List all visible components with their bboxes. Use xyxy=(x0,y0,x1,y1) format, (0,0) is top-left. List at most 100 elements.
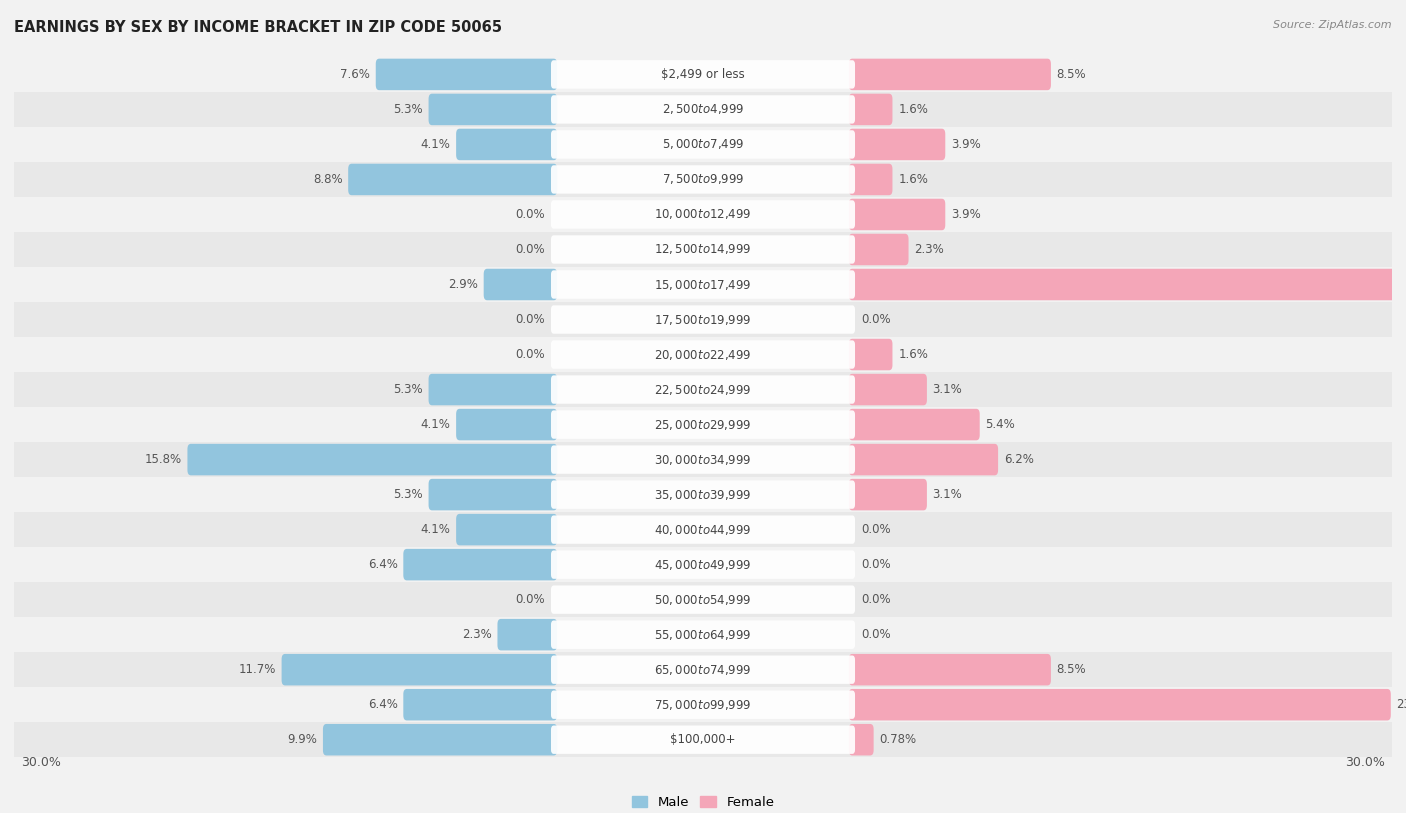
Text: $10,000 to $12,499: $10,000 to $12,499 xyxy=(654,207,752,221)
Text: 0.78%: 0.78% xyxy=(879,733,917,746)
FancyBboxPatch shape xyxy=(429,374,557,406)
Text: 0.0%: 0.0% xyxy=(862,313,891,326)
FancyBboxPatch shape xyxy=(14,477,1392,512)
Text: $7,500 to $9,999: $7,500 to $9,999 xyxy=(662,172,744,186)
Text: $75,000 to $99,999: $75,000 to $99,999 xyxy=(654,698,752,711)
FancyBboxPatch shape xyxy=(14,162,1392,197)
Text: 0.0%: 0.0% xyxy=(862,593,891,606)
FancyBboxPatch shape xyxy=(849,234,908,265)
Text: 0.0%: 0.0% xyxy=(515,593,544,606)
Text: 0.0%: 0.0% xyxy=(515,348,544,361)
FancyBboxPatch shape xyxy=(14,92,1392,127)
Text: 8.8%: 8.8% xyxy=(312,173,343,186)
Text: 5.4%: 5.4% xyxy=(986,418,1015,431)
Text: 8.5%: 8.5% xyxy=(1057,663,1087,676)
FancyBboxPatch shape xyxy=(849,444,998,476)
FancyBboxPatch shape xyxy=(429,479,557,511)
FancyBboxPatch shape xyxy=(551,411,855,439)
Text: 4.1%: 4.1% xyxy=(420,418,450,431)
FancyBboxPatch shape xyxy=(14,127,1392,162)
Text: 9.9%: 9.9% xyxy=(287,733,318,746)
FancyBboxPatch shape xyxy=(849,409,980,441)
Text: 3.9%: 3.9% xyxy=(950,138,981,151)
FancyBboxPatch shape xyxy=(14,267,1392,302)
FancyBboxPatch shape xyxy=(849,198,945,230)
Text: 0.0%: 0.0% xyxy=(862,628,891,641)
Text: 0.0%: 0.0% xyxy=(515,208,544,221)
Text: 6.2%: 6.2% xyxy=(1004,453,1033,466)
FancyBboxPatch shape xyxy=(14,57,1392,92)
FancyBboxPatch shape xyxy=(849,654,1050,685)
FancyBboxPatch shape xyxy=(551,271,855,298)
FancyBboxPatch shape xyxy=(849,269,1406,300)
Text: $100,000+: $100,000+ xyxy=(671,733,735,746)
Text: $22,500 to $24,999: $22,500 to $24,999 xyxy=(654,383,752,397)
Text: 15.8%: 15.8% xyxy=(145,453,181,466)
FancyBboxPatch shape xyxy=(14,547,1392,582)
Text: $65,000 to $74,999: $65,000 to $74,999 xyxy=(654,663,752,676)
Text: Source: ZipAtlas.com: Source: ZipAtlas.com xyxy=(1274,20,1392,30)
Text: 5.3%: 5.3% xyxy=(394,383,423,396)
Text: 5.3%: 5.3% xyxy=(394,103,423,116)
Text: 5.3%: 5.3% xyxy=(394,488,423,501)
FancyBboxPatch shape xyxy=(849,689,1391,720)
FancyBboxPatch shape xyxy=(849,374,927,406)
FancyBboxPatch shape xyxy=(551,620,855,649)
Text: $2,499 or less: $2,499 or less xyxy=(661,68,745,81)
Text: 1.6%: 1.6% xyxy=(898,348,928,361)
Text: 2.3%: 2.3% xyxy=(914,243,943,256)
FancyBboxPatch shape xyxy=(551,550,855,579)
Text: 0.0%: 0.0% xyxy=(862,559,891,572)
Text: $50,000 to $54,999: $50,000 to $54,999 xyxy=(654,593,752,606)
FancyBboxPatch shape xyxy=(456,409,557,441)
FancyBboxPatch shape xyxy=(281,654,557,685)
FancyBboxPatch shape xyxy=(14,407,1392,442)
FancyBboxPatch shape xyxy=(849,163,893,195)
FancyBboxPatch shape xyxy=(551,235,855,263)
Text: 4.1%: 4.1% xyxy=(420,523,450,536)
Text: $5,000 to $7,499: $5,000 to $7,499 xyxy=(662,137,744,151)
FancyBboxPatch shape xyxy=(484,269,557,300)
FancyBboxPatch shape xyxy=(498,619,557,650)
FancyBboxPatch shape xyxy=(14,687,1392,722)
FancyBboxPatch shape xyxy=(849,59,1050,90)
Text: 4.1%: 4.1% xyxy=(420,138,450,151)
Text: 0.0%: 0.0% xyxy=(515,313,544,326)
Text: $17,500 to $19,999: $17,500 to $19,999 xyxy=(654,312,752,327)
Text: 30.0%: 30.0% xyxy=(21,756,60,769)
Text: 8.5%: 8.5% xyxy=(1057,68,1087,81)
FancyBboxPatch shape xyxy=(14,302,1392,337)
FancyBboxPatch shape xyxy=(14,652,1392,687)
Text: 6.4%: 6.4% xyxy=(368,559,398,572)
Text: $15,000 to $17,499: $15,000 to $17,499 xyxy=(654,277,752,292)
FancyBboxPatch shape xyxy=(14,722,1392,757)
FancyBboxPatch shape xyxy=(849,128,945,160)
FancyBboxPatch shape xyxy=(404,689,557,720)
Text: $30,000 to $34,999: $30,000 to $34,999 xyxy=(654,453,752,467)
Text: 2.9%: 2.9% xyxy=(449,278,478,291)
Text: 11.7%: 11.7% xyxy=(239,663,276,676)
FancyBboxPatch shape xyxy=(14,617,1392,652)
FancyBboxPatch shape xyxy=(849,479,927,511)
FancyBboxPatch shape xyxy=(429,93,557,125)
FancyBboxPatch shape xyxy=(551,585,855,614)
FancyBboxPatch shape xyxy=(849,93,893,125)
Text: 6.4%: 6.4% xyxy=(368,698,398,711)
Text: $35,000 to $39,999: $35,000 to $39,999 xyxy=(654,488,752,502)
Text: 7.6%: 7.6% xyxy=(340,68,370,81)
FancyBboxPatch shape xyxy=(404,549,557,580)
Text: $2,500 to $4,999: $2,500 to $4,999 xyxy=(662,102,744,116)
Text: 1.6%: 1.6% xyxy=(898,103,928,116)
FancyBboxPatch shape xyxy=(551,690,855,719)
Text: $20,000 to $22,499: $20,000 to $22,499 xyxy=(654,347,752,362)
FancyBboxPatch shape xyxy=(375,59,557,90)
FancyBboxPatch shape xyxy=(551,165,855,193)
FancyBboxPatch shape xyxy=(551,306,855,333)
Text: EARNINGS BY SEX BY INCOME BRACKET IN ZIP CODE 50065: EARNINGS BY SEX BY INCOME BRACKET IN ZIP… xyxy=(14,20,502,35)
FancyBboxPatch shape xyxy=(551,655,855,684)
FancyBboxPatch shape xyxy=(551,480,855,509)
FancyBboxPatch shape xyxy=(187,444,557,476)
FancyBboxPatch shape xyxy=(349,163,557,195)
FancyBboxPatch shape xyxy=(849,339,893,370)
Text: 30.0%: 30.0% xyxy=(1346,756,1385,769)
